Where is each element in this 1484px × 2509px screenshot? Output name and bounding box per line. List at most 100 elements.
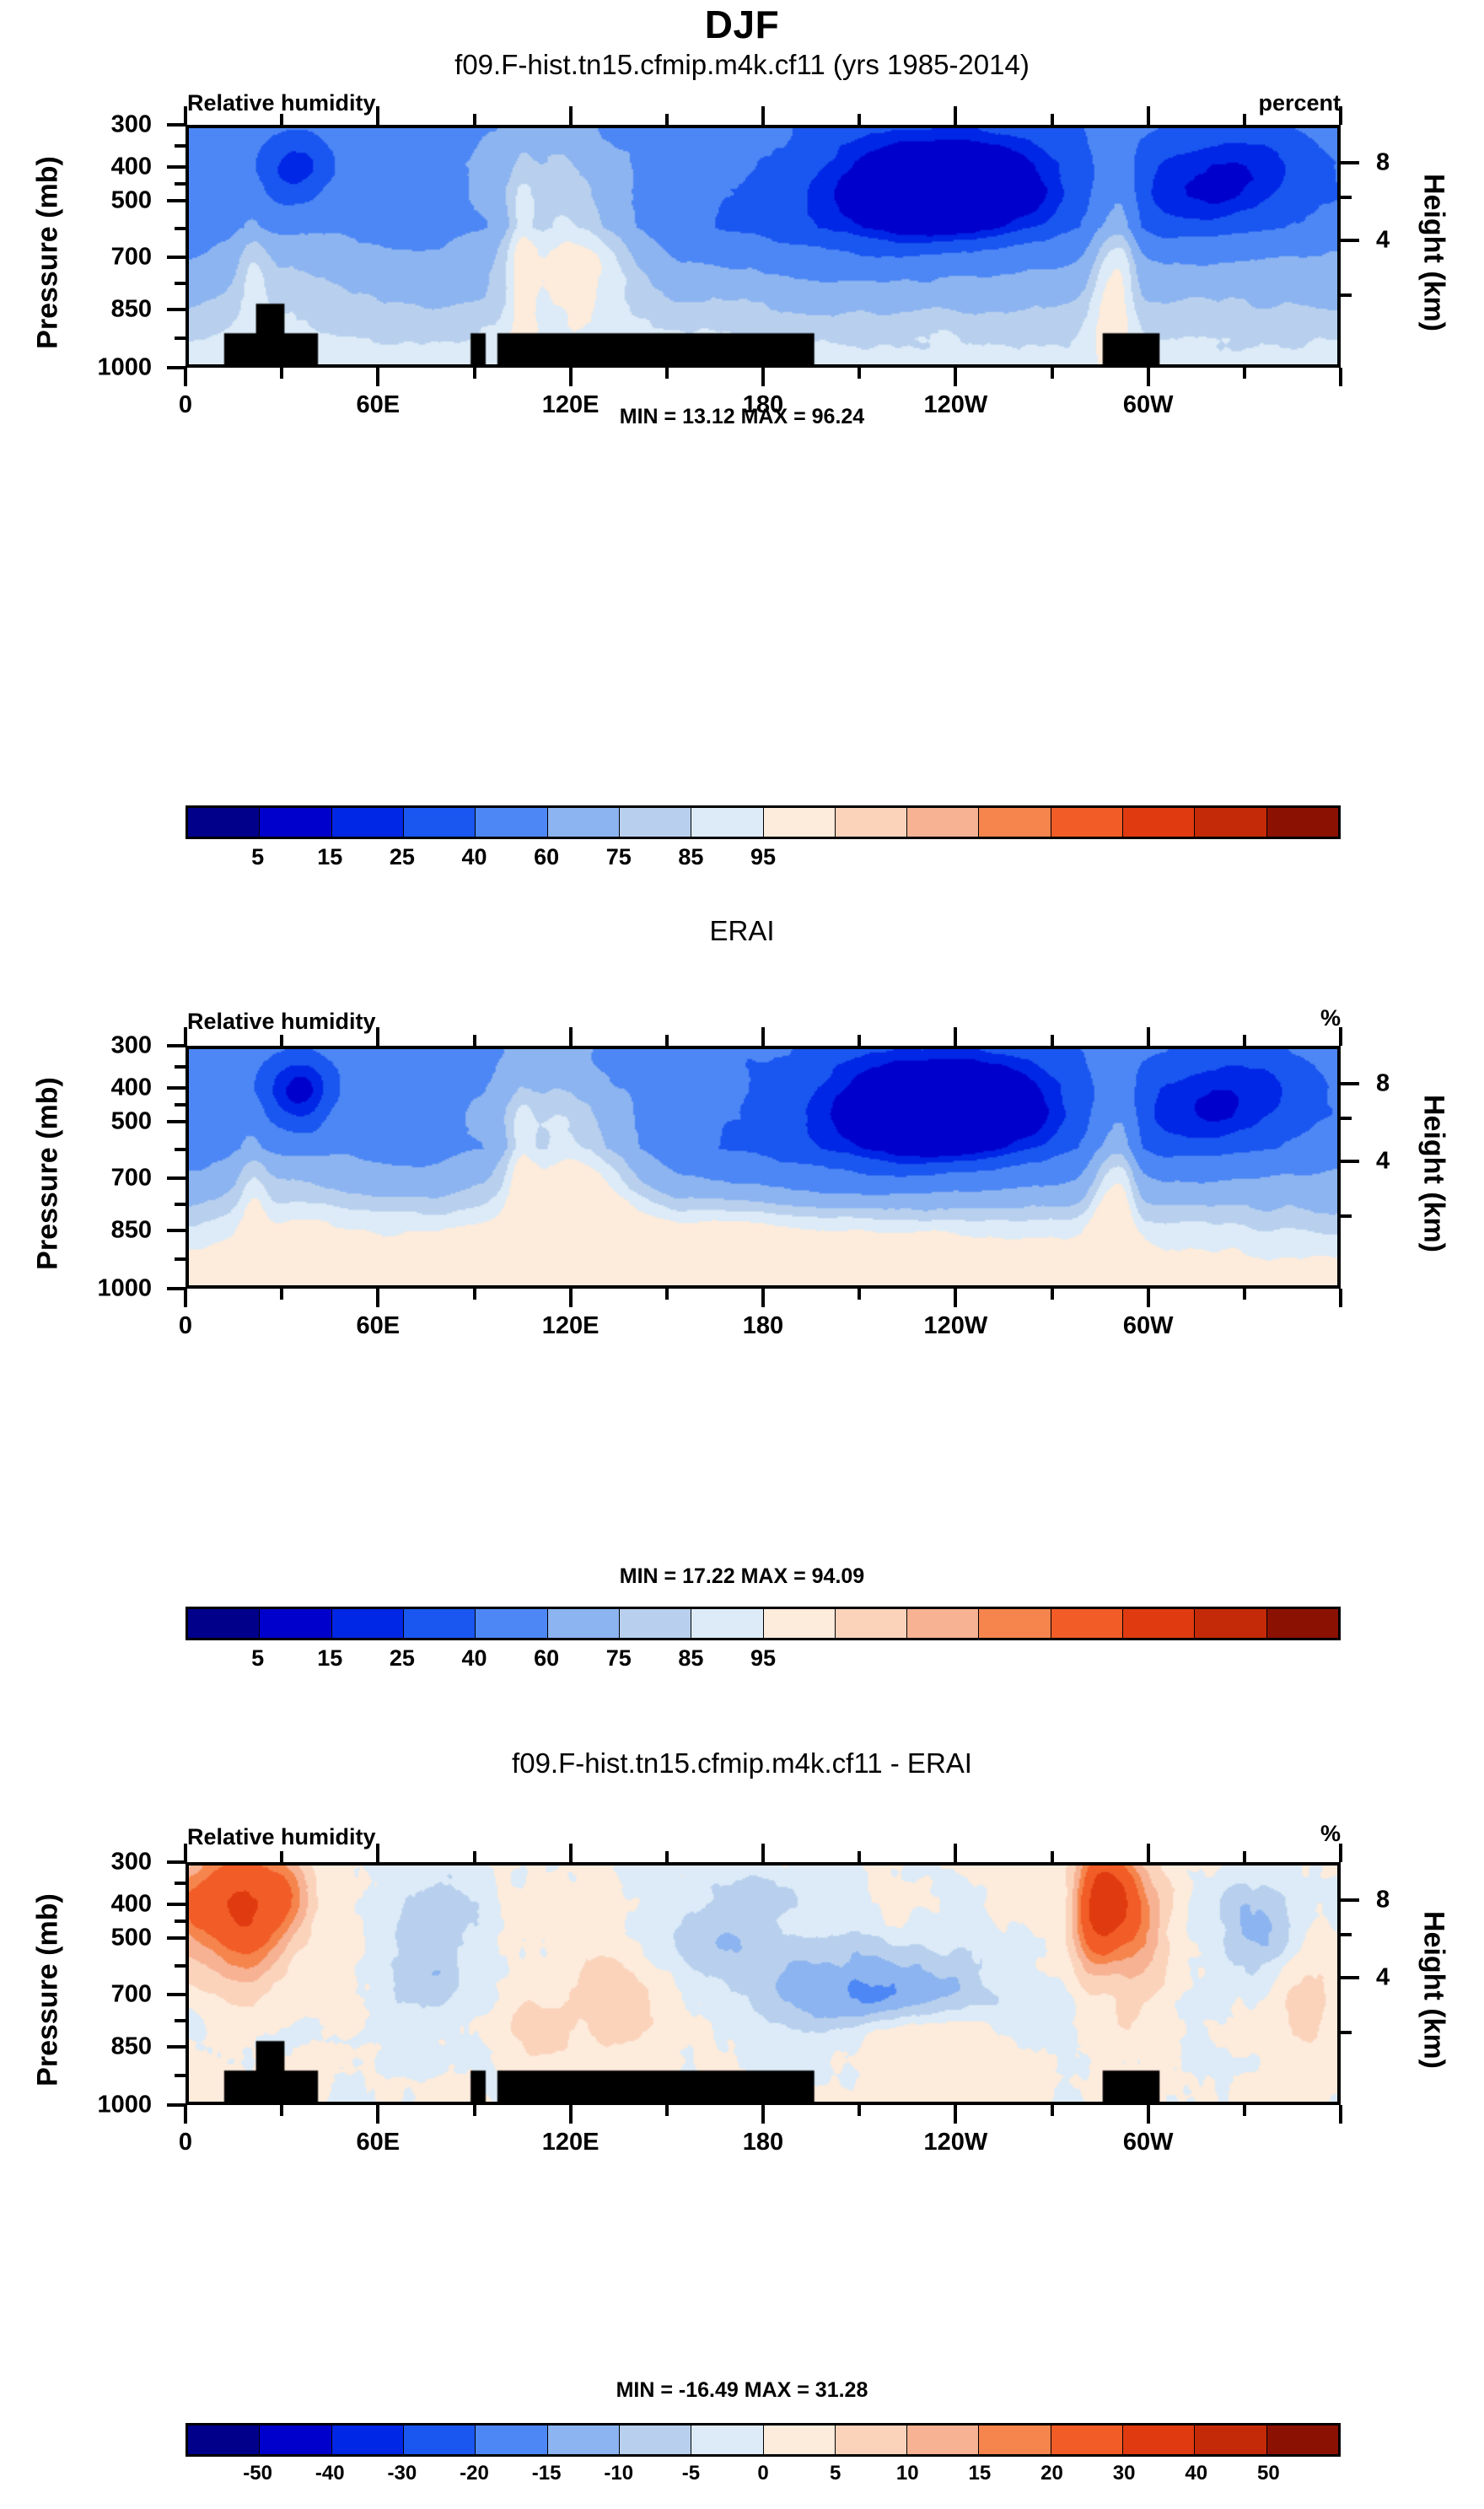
panel-erai-xtick-top	[1050, 1035, 1054, 1046]
panel-model-xtick-top	[954, 106, 958, 125]
panel-model-y2tick-label: 8	[1376, 148, 1390, 176]
panel-model-ytick	[167, 255, 186, 259]
colorbar-swatch	[188, 808, 261, 837]
colorbar-tick-label: -20	[460, 2462, 489, 2485]
colorbar-swatch	[619, 1609, 692, 1638]
panel-diff-y2tick-label: 4	[1376, 1963, 1390, 1991]
panel-model-xtick-bottom	[280, 368, 284, 379]
panel-model-y2tick-label: 4	[1376, 226, 1390, 254]
panel-diff-xtick-bottom	[858, 2105, 862, 2116]
panel-model-xtick-label: 0	[178, 391, 193, 418]
panel-erai-y2tick	[1341, 1081, 1359, 1085]
panel-model-units-label: percent	[1258, 90, 1341, 116]
panel-diff-ytick	[167, 1860, 186, 1864]
colorbar-swatch	[547, 2426, 620, 2454]
panel-diff-y2tick-minor	[1341, 2030, 1352, 2034]
colorbar-tick-label: 85	[678, 1645, 704, 1671]
panel-erai-xtick-label: 60E	[356, 1312, 401, 1339]
panel-model-xtick-bottom	[1050, 368, 1054, 379]
panel-diff-plot-area	[186, 1862, 1341, 2105]
panel-erai-ytick-minor	[175, 1103, 186, 1107]
panel-erai-ytick	[167, 1176, 186, 1180]
panel-model-xtick-bottom	[376, 368, 380, 386]
panel-diff-xtick-label: 180	[742, 2129, 784, 2156]
panel-diff-xtick-bottom	[1146, 2105, 1150, 2124]
panel-erai-y2tick-label: 4	[1376, 1147, 1390, 1175]
panel-model-ytick-minor	[175, 281, 186, 285]
panel-diff-xtick-bottom	[761, 2105, 765, 2124]
panel-model-xtick-top	[1146, 106, 1150, 125]
panel-diff-xtick-bottom	[376, 2105, 380, 2124]
colorbar-tick-label: 25	[389, 1645, 415, 1671]
panel-model-xtick-top	[858, 114, 862, 125]
panel-model-xtick-top	[1339, 106, 1342, 125]
colorbar-tick-label: 50	[1257, 2462, 1280, 2485]
colorbar-swatch	[1195, 2426, 1267, 2454]
colorbar-tick-label: 5	[829, 2462, 841, 2485]
panel-model-xtick-top	[1050, 114, 1054, 125]
panel-diff-ytick	[167, 1992, 186, 1996]
panel-erai-xtick-top	[1339, 1027, 1342, 1046]
colorbar-tick-label: 15	[968, 2462, 992, 2485]
panel-title-diff: f09.F-hist.tn15.cfmip.m4k.cf11 - ERAI	[512, 1747, 972, 1779]
panel-model-ytick-label: 400	[110, 153, 152, 180]
panel-model-plot-area	[186, 125, 1341, 368]
panel-model-ytick-label: 500	[110, 186, 152, 214]
colorbar-tick-label: 15	[317, 1645, 343, 1671]
panel-diff-minmax: MIN = -16.49 MAX = 31.28	[616, 2378, 868, 2402]
colorbar-swatch	[979, 2426, 1051, 2454]
panel-erai-xtick-label: 0	[178, 1312, 193, 1339]
panel-model-xtick-bottom	[664, 368, 669, 379]
panel-model-ytick-label: 300	[110, 110, 152, 138]
panel-diff-xtick-label: 60E	[356, 2129, 401, 2156]
panel-erai-variable-label: Relative humidity	[187, 1009, 376, 1034]
panel-title-model: f09.F-hist.tn15.cfmip.m4k.cf11 (yrs 1985…	[454, 49, 1030, 80]
panel-model-xtick-top	[184, 106, 187, 125]
colorbar-tick-label: 60	[534, 844, 560, 870]
panel-model-ytick-minor	[175, 337, 186, 341]
panel-model-xtick-bottom	[1146, 368, 1150, 386]
panel-erai-xtick-top	[1146, 1027, 1150, 1046]
colorbar-swatch	[835, 2426, 908, 2454]
colorbar-swatch	[260, 808, 332, 837]
colorbar-swatch	[691, 808, 764, 837]
colorbar-swatch	[907, 1609, 980, 1638]
panel-diff-xtick-top	[761, 1844, 765, 1862]
panel-diff-xtick-bottom	[664, 2105, 669, 2116]
panel-diff-xtick-top	[858, 1851, 862, 1862]
panel-diff-ytick-minor	[175, 1882, 186, 1886]
colorbar-swatch	[1123, 2426, 1196, 2454]
panel-diff-xtick-label: 120E	[541, 2129, 600, 2156]
panel-erai-y2tick-minor	[1341, 1117, 1352, 1121]
panel-model-xtick-top	[568, 106, 573, 125]
colorbar-swatch	[1266, 1609, 1338, 1638]
panel-diff-colorbar	[186, 2423, 1341, 2457]
colorbar-tick-label: 40	[461, 1645, 487, 1671]
panel-diff-xtick-bottom	[1339, 2105, 1342, 2124]
panel-diff-xtick-label: 120W	[923, 2129, 988, 2156]
colorbar-tick-label: 15	[317, 844, 343, 870]
panel-diff-y2tick-minor	[1341, 1933, 1352, 1937]
colorbar-swatch	[1123, 808, 1196, 837]
panel-erai-xtick-bottom	[664, 1289, 669, 1300]
panel-erai-ytick-minor	[175, 1148, 186, 1152]
panel-diff-xtick-bottom	[954, 2105, 958, 2124]
panel-erai-ytick-label: 1000	[97, 1274, 152, 1302]
panel-model-xtick-label: 60W	[1122, 391, 1174, 418]
colorbar-swatch	[691, 2426, 764, 2454]
colorbar-swatch	[1266, 2426, 1338, 2454]
panel-model-xtick-top	[1242, 114, 1246, 125]
panel-erai-xtick-bottom	[1242, 1289, 1246, 1300]
colorbar-swatch	[260, 2426, 332, 2454]
panel-erai-units-label: %	[1320, 1005, 1341, 1031]
panel-diff-contour-field	[189, 1866, 1337, 2102]
panel-erai-xtick-top	[858, 1035, 862, 1046]
colorbar-tick-label: -10	[604, 2462, 634, 2485]
panel-model-ytick-label: 850	[110, 295, 152, 323]
panel-diff-ytick-label: 700	[110, 1980, 152, 2008]
panel-erai-ytick	[167, 1287, 186, 1290]
colorbar-tick-label: 0	[757, 2462, 769, 2485]
colorbar-swatch	[547, 808, 620, 837]
panel-diff-ytick-minor	[175, 2074, 186, 2078]
panel-erai-xtick-top	[472, 1035, 476, 1046]
